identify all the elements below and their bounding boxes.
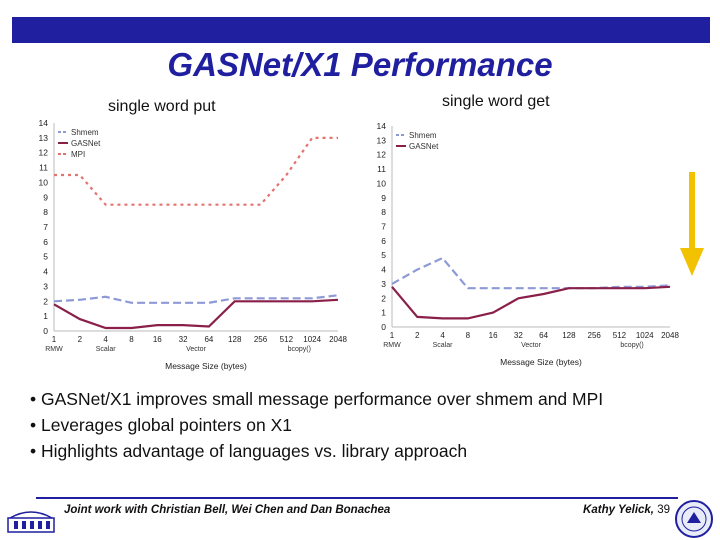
put-x-tick-label: 512 bbox=[280, 335, 294, 344]
get-series-line-gasnet bbox=[391, 285, 671, 320]
get-legend-label: GASNet bbox=[409, 142, 439, 151]
get-x-axis-title: Message Size (bytes) bbox=[500, 357, 582, 367]
put-x-tick-label: 128 bbox=[228, 335, 242, 344]
get-series-line-shmem bbox=[391, 256, 671, 290]
put-x-axis-title: Message Size (bytes) bbox=[165, 361, 247, 371]
put-x-tick-label: 4 bbox=[103, 335, 108, 344]
put-legend-label: GASNet bbox=[71, 139, 101, 148]
get-x-group-label: Scalar bbox=[433, 342, 454, 349]
put-series-line-mpi bbox=[54, 136, 338, 206]
get-x-group-label: RMW bbox=[383, 342, 401, 349]
get-y-tick-label: 12 bbox=[377, 150, 387, 160]
get-x-tick-label: 32 bbox=[514, 331, 523, 340]
put-x-tick-label: 2048 bbox=[329, 335, 347, 344]
put-x-tick-label: 8 bbox=[129, 335, 134, 344]
put-series-line-gasnet bbox=[53, 298, 339, 330]
footer-credit: Joint work with Christian Bell, Wei Chen… bbox=[64, 504, 391, 516]
get-y-tick-label: 1 bbox=[381, 308, 386, 318]
bullet-item: • GASNet/X1 improves small message perfo… bbox=[30, 389, 604, 409]
get-y-tick-label: 13 bbox=[377, 135, 387, 145]
get-y-tick-label: 3 bbox=[381, 279, 386, 289]
bullet-item: • Highlights advantage of languages vs. … bbox=[30, 441, 468, 461]
get-x-tick-label: 128 bbox=[562, 331, 576, 340]
author-name: Kathy Yelick, bbox=[583, 504, 658, 516]
get-x-tick-label: 256 bbox=[588, 331, 602, 340]
put-y-tick-label: 3 bbox=[43, 281, 48, 291]
put-y-tick-label: 11 bbox=[39, 163, 48, 173]
put-y-tick-label: 7 bbox=[43, 222, 48, 232]
get-legend-label: Shmem bbox=[409, 131, 437, 140]
chart-title-get: single word get bbox=[442, 93, 550, 110]
bullet-item: • Leverages global pointers on X1 bbox=[30, 415, 292, 435]
get-y-tick-label: 7 bbox=[381, 222, 386, 232]
put-x-tick-label: 2 bbox=[78, 335, 83, 344]
get-x-tick-label: 1024 bbox=[636, 331, 654, 340]
put-x-group-label: Scalar bbox=[96, 346, 117, 353]
put-y-tick-label: 14 bbox=[39, 118, 49, 128]
get-x-tick-label: 64 bbox=[539, 331, 548, 340]
slide-title: GASNet/X1 Performance bbox=[167, 46, 553, 83]
chart-title-put: single word put bbox=[108, 98, 216, 115]
get-x-tick-label: 2048 bbox=[661, 331, 679, 340]
put-y-tick-label: 0 bbox=[43, 326, 48, 336]
get-x-tick-label: 16 bbox=[489, 331, 498, 340]
put-y-tick-label: 6 bbox=[43, 237, 48, 247]
university-seal-icon bbox=[675, 500, 713, 538]
get-y-tick-label: 9 bbox=[381, 193, 386, 203]
get-x-tick-label: 512 bbox=[613, 331, 627, 340]
get-y-tick-label: 11 bbox=[377, 164, 386, 174]
title-bar bbox=[12, 17, 710, 43]
get-x-group-label: bcopy() bbox=[620, 342, 643, 349]
put-y-tick-label: 10 bbox=[39, 177, 49, 187]
get-y-tick-label: 6 bbox=[381, 236, 386, 246]
get-y-tick-label: 5 bbox=[381, 250, 386, 260]
put-y-tick-label: 5 bbox=[43, 252, 48, 262]
put-x-tick-label: 1024 bbox=[303, 335, 321, 344]
get-x-tick-label: 4 bbox=[440, 331, 445, 340]
get-x-tick-label: 1 bbox=[390, 331, 395, 340]
put-x-tick-label: 64 bbox=[204, 335, 213, 344]
get-x-group-label: Vector bbox=[521, 342, 542, 349]
get-y-tick-label: 2 bbox=[381, 293, 386, 303]
get-x-tick-label: 8 bbox=[466, 331, 471, 340]
page-number: 39 bbox=[657, 504, 670, 516]
put-x-tick-label: 256 bbox=[254, 335, 268, 344]
put-y-tick-label: 4 bbox=[43, 267, 48, 277]
put-x-tick-label: 1 bbox=[52, 335, 57, 344]
put-x-group-label: bcopy() bbox=[288, 346, 311, 353]
lbl-logo-icon bbox=[7, 511, 55, 533]
put-legend-label: Shmem bbox=[71, 128, 99, 137]
put-x-group-label: RMW bbox=[45, 346, 63, 353]
get-y-tick-label: 10 bbox=[377, 178, 387, 188]
down-arrow-icon bbox=[680, 172, 704, 276]
bullet-list: • GASNet/X1 improves small message perfo… bbox=[30, 386, 603, 464]
get-y-tick-label: 0 bbox=[381, 322, 386, 332]
footer-author: Kathy Yelick, 39 bbox=[560, 504, 670, 516]
put-y-tick-label: 1 bbox=[43, 311, 48, 321]
put-y-tick-label: 9 bbox=[43, 192, 48, 202]
put-legend-label: MPI bbox=[71, 150, 85, 159]
get-y-tick-label: 4 bbox=[381, 265, 386, 275]
put-y-tick-label: 8 bbox=[43, 207, 48, 217]
put-x-group-label: Vector bbox=[186, 346, 207, 353]
put-x-tick-label: 16 bbox=[153, 335, 162, 344]
get-y-tick-label: 8 bbox=[381, 207, 386, 217]
footer-divider bbox=[36, 497, 678, 499]
put-x-tick-label: 32 bbox=[179, 335, 188, 344]
put-y-tick-label: 12 bbox=[39, 148, 49, 158]
get-x-tick-label: 2 bbox=[415, 331, 420, 340]
put-y-tick-label: 2 bbox=[43, 296, 48, 306]
put-y-tick-label: 13 bbox=[39, 133, 49, 143]
get-y-tick-label: 14 bbox=[377, 121, 387, 131]
